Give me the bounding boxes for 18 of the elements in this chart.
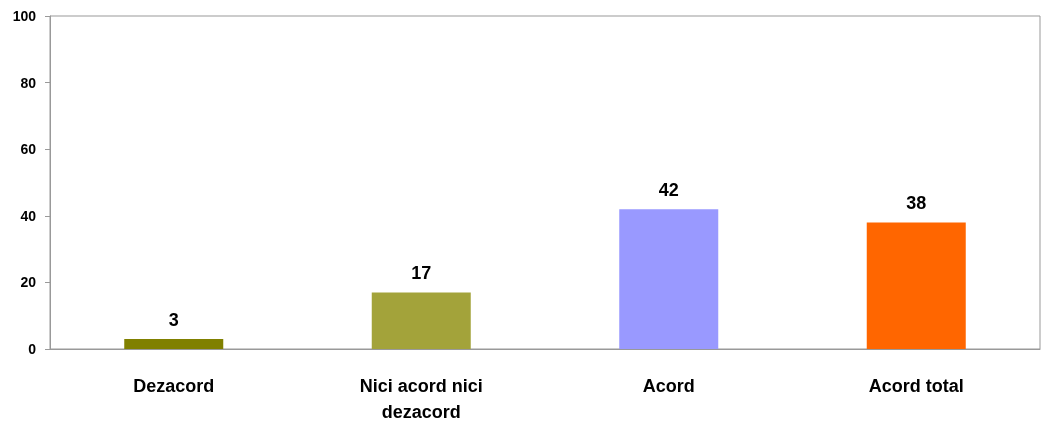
- bar: [124, 339, 224, 349]
- y-tick-label: 20: [20, 274, 37, 291]
- y-tick-label: 0: [28, 341, 37, 357]
- data-label: 38: [906, 193, 927, 214]
- bar: [619, 209, 719, 349]
- x-tick-label: Acord total: [868, 376, 964, 396]
- x-tick-label: Nici acord nici dezacord: [359, 376, 483, 422]
- bar: [866, 222, 966, 349]
- bar: [371, 292, 471, 349]
- data-label: 17: [411, 263, 432, 284]
- x-tick-label: Dezacord: [133, 376, 215, 396]
- x-tick-label: Acord: [642, 376, 695, 396]
- y-tick-label: 100: [12, 8, 37, 24]
- data-label: 42: [658, 180, 679, 201]
- data-label: 3: [168, 310, 179, 331]
- y-tick-label: 80: [20, 74, 37, 91]
- y-tick-label: 40: [20, 207, 37, 224]
- y-tick-label: 60: [20, 141, 37, 158]
